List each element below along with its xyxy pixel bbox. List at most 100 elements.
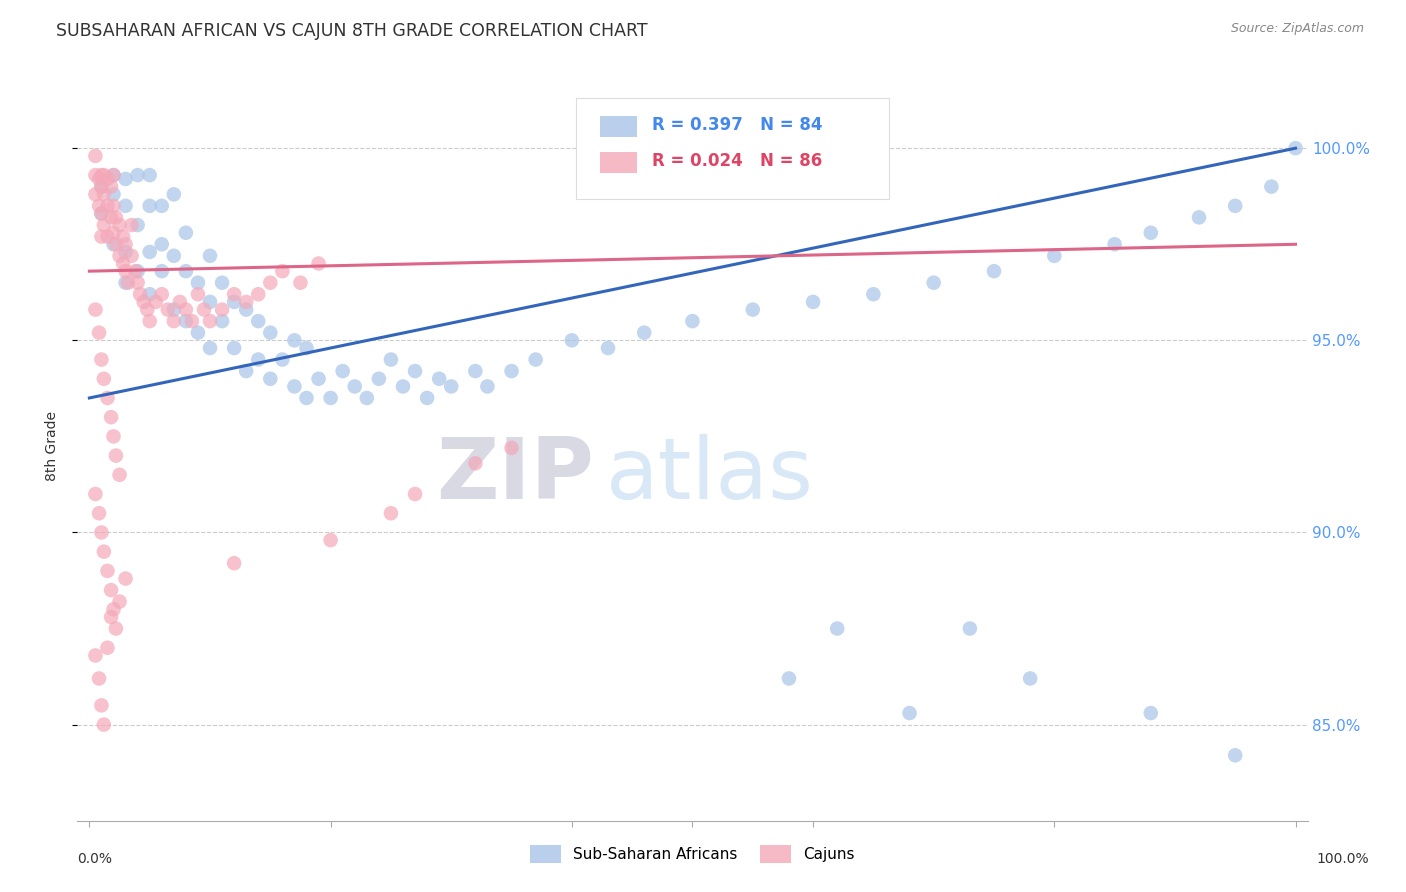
- Point: [96, 199, 118, 213]
- Y-axis label: 8th Grade: 8th Grade: [45, 411, 59, 481]
- Point: [308, 372, 330, 386]
- Point: [211, 276, 233, 290]
- Point: [87, 326, 110, 340]
- Point: [380, 506, 402, 520]
- Point: [1260, 179, 1282, 194]
- Point: [259, 326, 281, 340]
- Point: [129, 287, 152, 301]
- Point: [124, 264, 146, 278]
- Point: [145, 294, 167, 309]
- Point: [247, 287, 270, 301]
- Point: [235, 364, 257, 378]
- Point: [174, 314, 197, 328]
- Point: [440, 379, 463, 393]
- Point: [96, 391, 118, 405]
- Point: [138, 287, 160, 301]
- Point: [524, 352, 547, 367]
- Point: [290, 276, 312, 290]
- Point: [198, 249, 221, 263]
- Point: [90, 525, 112, 540]
- Point: [392, 379, 415, 393]
- Point: [1139, 706, 1161, 720]
- Point: [187, 326, 209, 340]
- Point: [180, 314, 202, 328]
- Point: [100, 583, 122, 598]
- Point: [112, 229, 135, 244]
- Point: [235, 294, 257, 309]
- Point: [103, 226, 125, 240]
- Point: [104, 237, 127, 252]
- Point: [404, 487, 426, 501]
- Text: atlas: atlas: [606, 434, 814, 517]
- Point: [211, 314, 233, 328]
- Point: [114, 276, 136, 290]
- Point: [404, 364, 426, 378]
- Point: [127, 168, 149, 182]
- Point: [104, 622, 127, 636]
- Point: [103, 602, 125, 616]
- Point: [224, 294, 246, 309]
- Point: [103, 429, 125, 443]
- Point: [103, 237, 125, 252]
- Point: [224, 556, 246, 570]
- Point: [108, 467, 131, 482]
- Point: [87, 199, 110, 213]
- Point: [93, 168, 115, 182]
- Text: 0.0%: 0.0%: [77, 852, 111, 866]
- Point: [90, 179, 112, 194]
- Point: [259, 276, 281, 290]
- Text: Source: ZipAtlas.com: Source: ZipAtlas.com: [1230, 22, 1364, 36]
- Bar: [600, 116, 637, 136]
- Point: [127, 218, 149, 232]
- Point: [90, 698, 112, 713]
- Point: [90, 168, 112, 182]
- Text: ZIP: ZIP: [436, 434, 595, 517]
- Point: [332, 364, 354, 378]
- Point: [211, 302, 233, 317]
- Point: [477, 379, 499, 393]
- Point: [295, 341, 318, 355]
- Point: [114, 244, 136, 259]
- Point: [103, 199, 125, 213]
- Point: [922, 276, 945, 290]
- Point: [150, 199, 173, 213]
- Point: [150, 237, 173, 252]
- Point: [103, 168, 125, 182]
- Point: [84, 648, 107, 663]
- Point: [104, 211, 127, 225]
- Point: [108, 218, 131, 232]
- Point: [295, 391, 318, 405]
- Point: [1139, 226, 1161, 240]
- Point: [100, 211, 122, 225]
- Point: [138, 314, 160, 328]
- Point: [416, 391, 439, 405]
- Point: [96, 172, 118, 186]
- Point: [1043, 249, 1066, 263]
- Point: [90, 229, 112, 244]
- Point: [84, 187, 107, 202]
- Point: [93, 372, 115, 386]
- Point: [1225, 199, 1247, 213]
- Point: [108, 249, 131, 263]
- Legend: Sub-Saharan Africans, Cajuns: Sub-Saharan Africans, Cajuns: [524, 839, 860, 869]
- Point: [84, 168, 107, 182]
- Point: [1284, 141, 1306, 155]
- Point: [187, 287, 209, 301]
- Point: [198, 341, 221, 355]
- Point: [778, 672, 800, 686]
- Point: [114, 264, 136, 278]
- Text: SUBSAHARAN AFRICAN VS CAJUN 8TH GRADE CORRELATION CHART: SUBSAHARAN AFRICAN VS CAJUN 8TH GRADE CO…: [56, 22, 648, 40]
- Point: [682, 314, 704, 328]
- Point: [90, 179, 112, 194]
- Point: [93, 218, 115, 232]
- Point: [319, 533, 342, 548]
- Point: [87, 672, 110, 686]
- Point: [104, 449, 127, 463]
- Point: [198, 294, 221, 309]
- Point: [247, 352, 270, 367]
- Point: [136, 302, 159, 317]
- Point: [308, 256, 330, 270]
- Point: [356, 391, 378, 405]
- Point: [112, 256, 135, 270]
- Point: [283, 379, 305, 393]
